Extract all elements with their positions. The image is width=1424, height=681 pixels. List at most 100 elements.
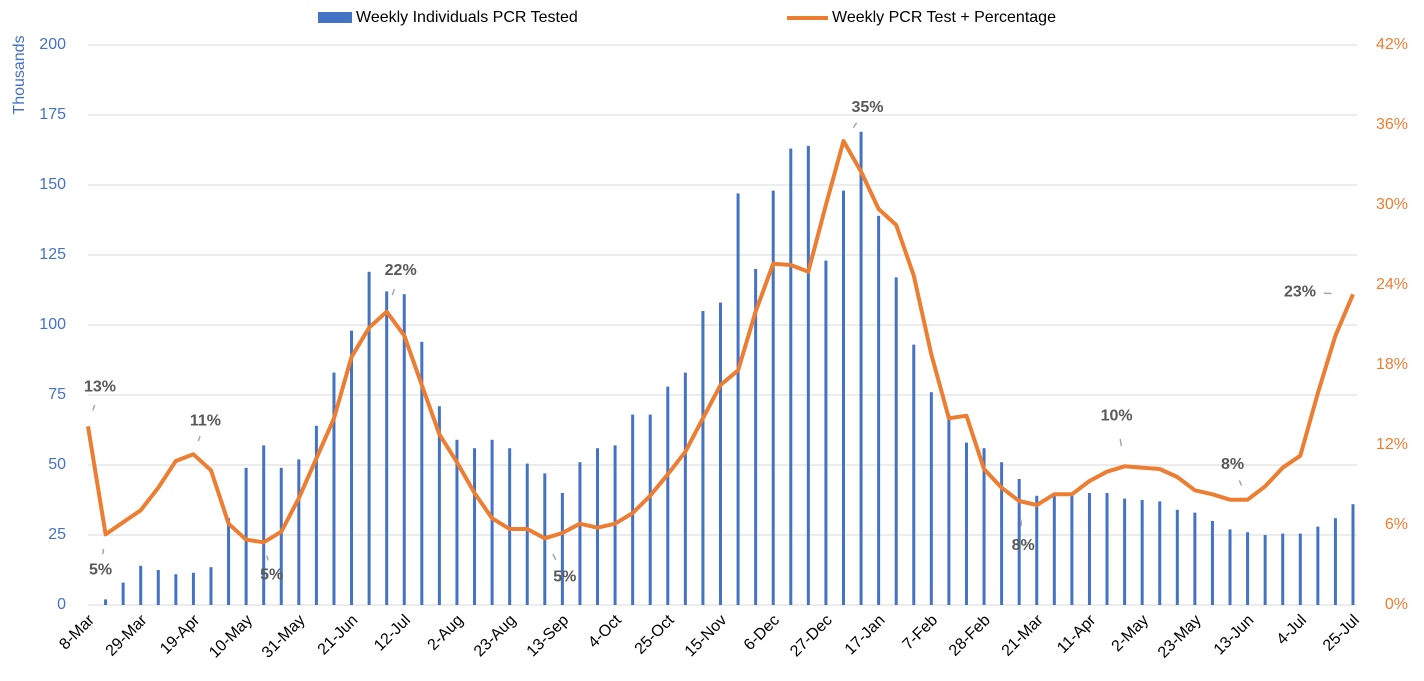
bar [912,344,916,605]
bar [754,269,758,605]
x-tick-label: 11-Apr [1054,611,1100,657]
bar [683,372,687,605]
bar [227,518,231,605]
bar [279,467,283,605]
bar [736,193,740,605]
bar [1035,495,1039,605]
bar [1017,479,1021,605]
bar [139,565,143,605]
bar [964,442,968,605]
bar [841,190,845,605]
y-axis-label: Thousands [11,35,28,114]
bar [877,215,881,606]
bar [1316,526,1320,605]
bar [1000,462,1004,605]
bar [525,463,529,605]
y-tick-label: 150 [39,176,66,193]
y2-tick-label: 30% [1376,196,1408,213]
leader-line [852,122,858,129]
bar [209,567,213,605]
legend-swatch [318,12,352,23]
x-tick-label: 4-Oct [585,611,625,651]
bar [1228,529,1232,605]
bar [1210,521,1214,605]
leader-line [391,288,396,296]
bar [455,439,459,605]
bar [648,414,652,605]
bar [1140,500,1144,605]
bar [1263,535,1267,605]
bar [297,459,301,605]
x-tick-label: 12-Jul [371,612,414,655]
x-tick-label: 21-Jun [315,612,362,659]
y2-tick-label: 36% [1376,116,1408,133]
leader-line [552,553,557,561]
x-tick-label: 25-Jul [1320,612,1363,655]
bar [666,386,670,605]
x-tick-label: 17-Jan [842,612,889,659]
bar [1087,493,1091,605]
data-label: 22% [385,262,417,279]
leader-line [1020,519,1023,526]
bar [560,493,564,605]
bar [244,467,248,605]
y-tick-label: 50 [48,456,66,473]
bar [806,145,810,606]
x-tick-label: 21-Mar [999,611,1047,659]
y2-tick-label: 6% [1385,516,1408,533]
y2-tick-label: 12% [1376,436,1408,453]
data-label: 5% [260,567,283,584]
bar [982,448,986,605]
data-label: 35% [851,99,883,116]
bar [121,582,125,605]
x-tick-label: 7-Feb [900,612,942,654]
x-tick-label: 23-Aug [471,612,520,661]
x-tick-label: 19-Apr [157,611,203,657]
bar [174,574,178,605]
y-tick-label: 75 [48,386,66,403]
bar [929,392,933,605]
bar [1070,495,1074,605]
x-tick-label: 13-Sep [524,612,573,661]
bar [1351,504,1355,605]
bar [631,414,635,605]
x-tick-label: 10-May [206,612,256,662]
bar [262,445,266,605]
bar [1246,532,1250,605]
bar [771,190,775,605]
bar [1298,533,1302,605]
y-tick-label: 100 [39,316,66,333]
leader-line [92,404,96,411]
y-tick-label: 125 [39,246,66,263]
x-tick-label: 31-May [259,612,309,662]
x-tick-label: 15-Nov [682,612,731,661]
line [86,139,1355,545]
bar [1333,518,1337,605]
bar [508,448,512,605]
bar [385,291,389,605]
legend-label: Weekly Individuals PCR Tested [356,9,578,26]
y-tick-label: 0 [57,596,66,613]
data-label: 11% [190,413,221,430]
bar [191,572,195,605]
y2-tick-label: 42% [1376,36,1408,53]
bar [859,131,863,606]
bar [789,148,793,605]
bar [719,302,722,605]
bar [156,570,160,605]
leader-line [1119,438,1123,447]
x-tick-label: 23-May [1155,612,1205,662]
bar [332,372,336,605]
bar [1052,493,1056,605]
bar [578,462,582,605]
y2-tick-label: 18% [1376,356,1408,373]
bar [1123,498,1127,605]
y-tick-label: 175 [39,106,66,123]
y-tick-label: 200 [39,36,66,53]
x-tick-label: 2-May [1109,612,1152,655]
bar [490,439,494,605]
data-label: 23% [1284,284,1316,301]
bar [314,425,318,605]
x-tick-label: 27-Dec [787,612,836,661]
legend-label: Weekly PCR Test + Percentage [832,9,1056,26]
